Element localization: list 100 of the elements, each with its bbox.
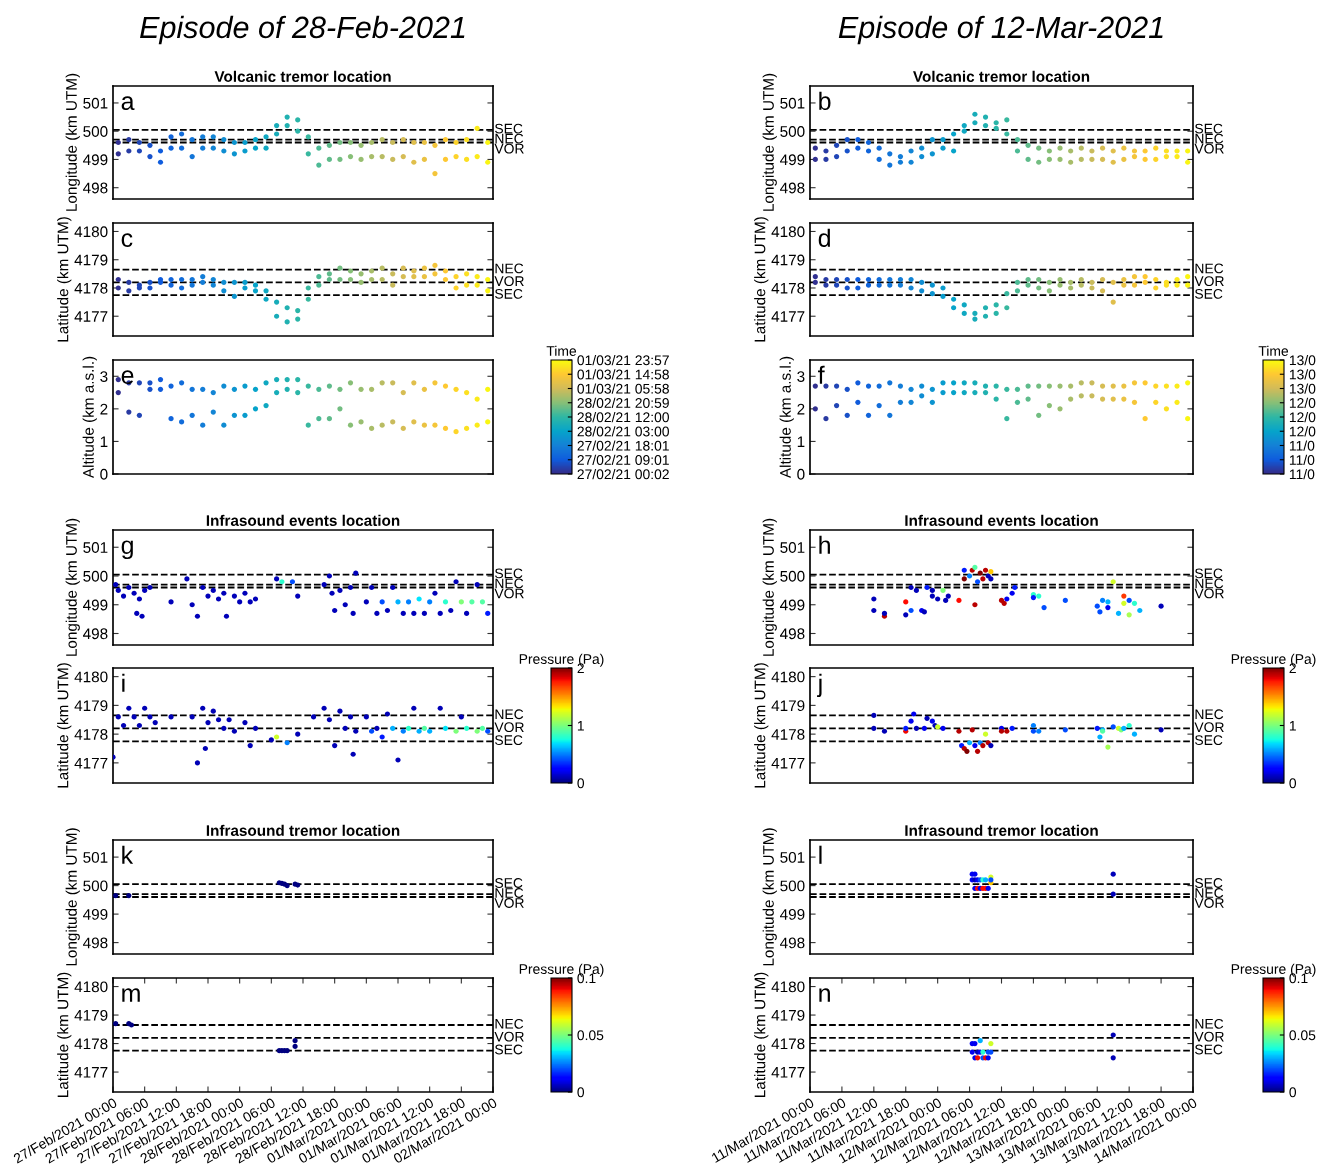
y-tick-label: 499 — [83, 599, 108, 611]
color-bar-label: 28/02/21 03:00 — [577, 426, 669, 437]
color-bar-label: 0 — [1289, 1087, 1297, 1098]
y-tick-label: 500 — [780, 126, 805, 137]
y-axis-title: Longitude (km UTM) — [65, 828, 80, 966]
color-bar-label: 11/0 — [1289, 440, 1315, 451]
ref-line-label: NEC — [1195, 578, 1224, 589]
ref-line-label: NEC — [495, 133, 524, 144]
ref-line-label: VOR — [494, 1031, 524, 1042]
y-tick-label: 0 — [797, 468, 805, 480]
ref-line-label: SEC — [495, 568, 523, 579]
color-bar-label: 01/03/21 14:58 — [577, 369, 669, 380]
y-axis-title: Longitude (km UTM) — [762, 518, 777, 656]
ref-line-label: VOR — [1194, 588, 1224, 599]
y-tick-label: 4180 — [771, 671, 805, 683]
ref-line-label: VOR — [494, 143, 524, 154]
ref-line-label: SEC — [1195, 568, 1223, 579]
color-bar-label: 13/0 — [1289, 383, 1316, 394]
ref-line-label: VOR — [494, 276, 524, 287]
annotation: l — [819, 845, 822, 864]
y-tick-label: 501 — [83, 97, 108, 109]
color-bar-label: 1 — [1289, 720, 1296, 731]
color-bar-label: 13/0 — [1289, 369, 1316, 380]
color-bar-label: 0.05 — [1289, 1030, 1316, 1041]
ref-line-label: VOR — [1194, 276, 1224, 287]
ref-line-label: NEC — [1195, 1018, 1224, 1029]
chart-title: Infrasound tremor location — [905, 824, 1098, 836]
y-tick-label: 4179 — [74, 254, 108, 266]
y-tick-label: 499 — [780, 154, 805, 166]
ref-line-label: NEC — [495, 709, 524, 720]
annotation: i — [122, 673, 125, 692]
color-bar-title: Time — [1258, 345, 1289, 356]
ref-line-label: VOR — [494, 898, 524, 908]
color-bar-title: Time — [546, 345, 577, 356]
y-axis-title: Latitude (km UTM) — [754, 972, 769, 1097]
color-bar-label: 12/0 — [1289, 397, 1316, 408]
y-tick-label: 4177 — [771, 311, 805, 322]
y-tick-label: 501 — [83, 851, 108, 863]
annotation: d — [818, 228, 830, 248]
y-axis-title: Longitude (km UTM) — [65, 73, 80, 211]
y-tick-label: 4178 — [771, 282, 805, 294]
chart-subtitle: Episode of 28-Feb-2021 — [140, 15, 465, 45]
y-tick-label: 501 — [780, 542, 805, 553]
ref-line-label: NEC — [1195, 709, 1224, 720]
y-axis-title: Latitude (km UTM) — [57, 972, 72, 1097]
ref-line-label: NEC — [1195, 263, 1224, 274]
y-tick-label: 498 — [780, 628, 805, 640]
y-tick-label: 498 — [780, 182, 805, 194]
y-tick-label: 4177 — [74, 311, 108, 322]
ref-line-label: NEC — [495, 1018, 524, 1029]
y-axis-title: Longitude (km UTM) — [65, 518, 80, 656]
color-bar-label: 01/03/21 05:58 — [577, 383, 669, 394]
y-axis-title: Altitude (km a.s.l.) — [779, 356, 794, 479]
y-tick-label: 4177 — [771, 1067, 805, 1078]
y-tick-label: 4178 — [771, 728, 805, 740]
y-tick-label: 4178 — [74, 282, 108, 294]
y-tick-label: 501 — [780, 851, 805, 863]
y-tick-label: 4177 — [74, 1067, 108, 1078]
color-bar-label: 27/02/21 00:02 — [577, 468, 669, 480]
y-tick-label: 0 — [100, 468, 108, 480]
ref-line-label: VOR — [1194, 722, 1224, 733]
ref-line-label: NEC — [1195, 133, 1224, 144]
color-bar-label: 12/0 — [1289, 426, 1316, 437]
color-bar-label: 28/02/21 12:00 — [577, 411, 669, 423]
y-tick-label: 4180 — [74, 981, 108, 993]
color-bar-label: 27/02/21 18:01 — [577, 440, 669, 451]
y-tick-label: 4179 — [771, 1009, 805, 1021]
ref-line-label: VOR — [494, 722, 524, 733]
annotation: b — [819, 91, 831, 111]
ref-line-label: SEC — [495, 878, 523, 888]
ref-line-label: VOR — [494, 588, 524, 599]
color-bar-label: 1 — [577, 720, 584, 731]
y-tick-label: 4179 — [771, 700, 805, 712]
color-bar-label: 0 — [577, 778, 585, 789]
y-axis-title: Latitude (km UTM) — [754, 217, 769, 342]
y-tick-label: 4177 — [74, 757, 108, 769]
y-tick-label: 2 — [100, 403, 108, 415]
chart-subtitle: Episode of 12-Mar-2021 — [838, 15, 1163, 45]
ref-line-label: SEC — [1195, 878, 1223, 888]
ref-line-label: VOR — [1194, 1031, 1224, 1042]
y-tick-label: 499 — [83, 908, 108, 920]
y-tick-label: 4178 — [771, 1038, 805, 1050]
chart-title: Infrasound events location — [206, 514, 400, 526]
y-tick-label: 500 — [83, 880, 108, 892]
annotation: h — [819, 535, 830, 554]
y-tick-label: 498 — [83, 182, 108, 194]
y-axis-title: Latitude (km UTM) — [57, 217, 72, 342]
ref-line-label: NEC — [495, 263, 524, 274]
ref-line-label: SEC — [495, 735, 523, 746]
y-tick-label: 4178 — [74, 1038, 108, 1050]
color-bar-label: 0.05 — [577, 1030, 604, 1041]
y-tick-label: 499 — [780, 908, 805, 920]
y-tick-label: 1 — [797, 436, 805, 447]
ref-line-label: VOR — [1194, 143, 1224, 154]
y-tick-label: 3 — [797, 371, 805, 382]
y-tick-label: 3 — [100, 371, 108, 382]
annotation: e — [121, 370, 134, 385]
color-bar-label: 27/02/21 09:01 — [577, 454, 669, 465]
y-tick-label: 499 — [780, 599, 805, 611]
annotation: k — [122, 845, 134, 864]
